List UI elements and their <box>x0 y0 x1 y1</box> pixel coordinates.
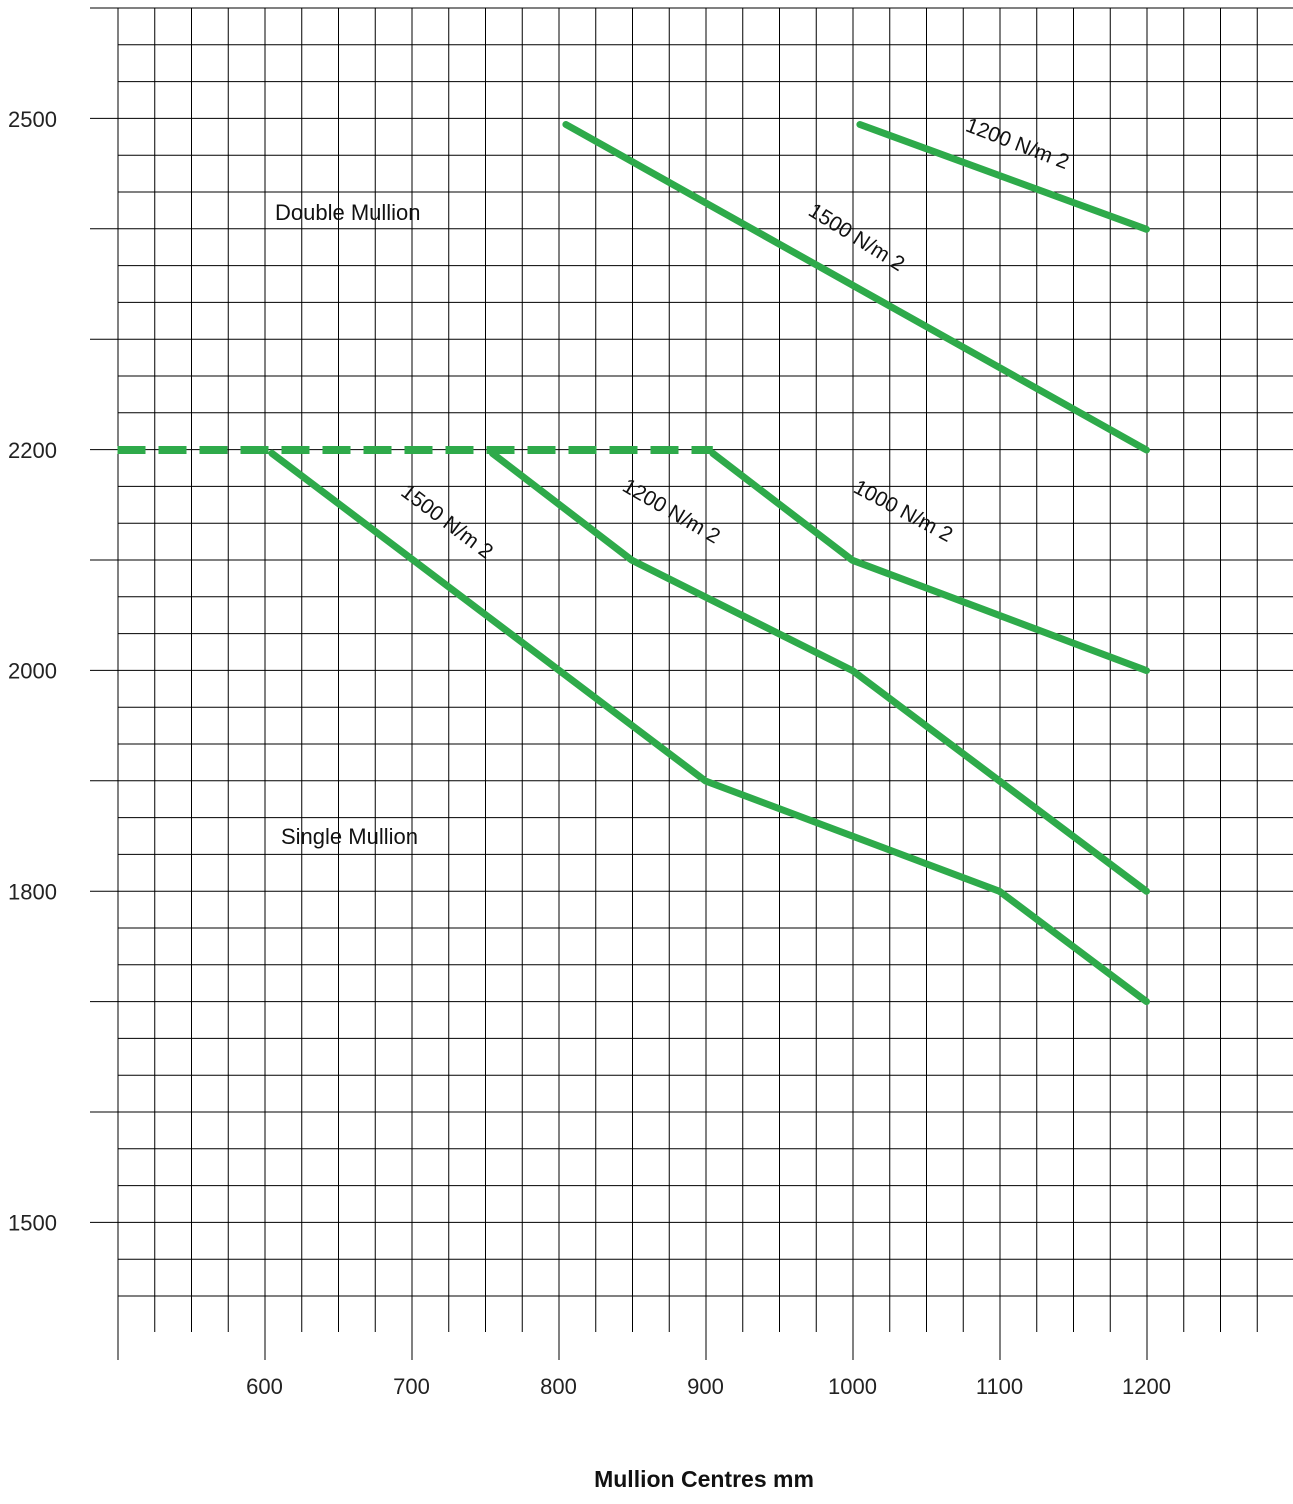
x-tick-label: 1200 <box>1122 1374 1171 1399</box>
y-tick-label: 2000 <box>8 659 57 684</box>
series-line <box>709 449 1150 675</box>
y-tick-label: 1800 <box>8 879 57 904</box>
x-axis-title: Mullion Centres mm <box>594 1466 814 1492</box>
x-tick-label: 600 <box>246 1374 283 1399</box>
x-axis-ticks: 600 700 800 900 1000 1100 1200 <box>246 1374 1171 1399</box>
x-tick-label: 1000 <box>828 1374 877 1399</box>
x-tick-label: 900 <box>687 1374 724 1399</box>
series-line <box>488 449 1150 895</box>
y-axis-ticks: 1500 1800 2000 2200 2500 <box>8 107 57 1235</box>
y-tick-label: 1500 <box>8 1210 57 1235</box>
x-tick-label: 800 <box>540 1374 577 1399</box>
x-tick-label: 1100 <box>976 1374 1023 1399</box>
series-line <box>856 121 1150 233</box>
series-label: 1200 N/m 2 <box>618 474 724 548</box>
double-mullion-label: Double Mullion <box>275 200 421 225</box>
y-tick-label: 2200 <box>8 438 57 463</box>
x-tick-label: 700 <box>393 1374 430 1399</box>
grid <box>90 7 1293 1360</box>
y-tick-label: 2500 <box>8 107 57 132</box>
series-line <box>268 449 1150 1006</box>
single-mullion-label: Single Mullion <box>281 824 418 849</box>
series-line <box>562 121 1150 454</box>
series-lines <box>117 121 1150 1006</box>
